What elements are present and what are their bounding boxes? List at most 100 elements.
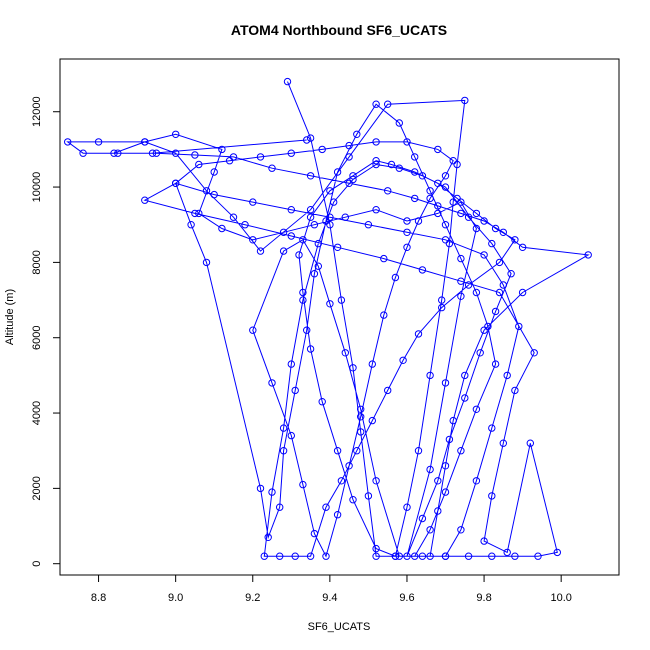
data-point [322, 217, 330, 225]
data-point [279, 228, 288, 237]
data-point [457, 292, 465, 300]
data-point [511, 552, 519, 560]
data-point [511, 236, 519, 244]
data-point [418, 266, 427, 274]
data-point [210, 168, 218, 176]
data-point [357, 413, 365, 421]
y-tick-label: 10000 [31, 172, 43, 203]
data-point [484, 322, 492, 331]
data-point [326, 187, 334, 195]
data-point [464, 552, 473, 560]
data-point [368, 416, 376, 425]
data-point [345, 141, 353, 150]
data-point [256, 247, 265, 255]
data-point [326, 300, 334, 308]
data-point [353, 130, 361, 139]
data-point [218, 145, 226, 154]
x-tick-label: 9.6 [399, 592, 414, 604]
data-point [434, 179, 442, 188]
data-point [299, 236, 307, 244]
data-point [426, 526, 434, 534]
data-point [403, 217, 411, 225]
y-tick-label: 0 [31, 561, 43, 567]
data-point [318, 398, 326, 406]
data-point [249, 198, 257, 206]
data-point [372, 100, 380, 108]
data-point [457, 526, 465, 534]
data-point [445, 239, 454, 248]
data-point [364, 221, 373, 229]
data-point [384, 187, 392, 195]
data-point [141, 138, 149, 146]
data-point [453, 160, 461, 169]
data-point [441, 221, 450, 229]
data-point [357, 428, 365, 436]
data-point [414, 330, 423, 338]
data-point [387, 160, 396, 169]
data-point [306, 172, 315, 180]
data-point [518, 243, 527, 252]
data-point [464, 281, 473, 289]
data-point [372, 544, 380, 553]
data-point [202, 258, 211, 267]
data-point [434, 507, 442, 515]
data-point [441, 379, 450, 387]
data-point [306, 206, 315, 214]
data-point [306, 134, 315, 142]
data-point [507, 270, 515, 278]
y-tick-label: 6000 [31, 325, 43, 349]
data-point [449, 416, 457, 425]
data-point [403, 228, 411, 237]
data-point [268, 488, 276, 496]
data-point [418, 514, 427, 523]
data-point [306, 552, 315, 560]
x-tick-label: 9.8 [476, 592, 491, 604]
data-point [426, 371, 434, 380]
data-point [526, 439, 534, 447]
data-point [395, 119, 403, 127]
data-point [372, 160, 380, 169]
data-point [461, 394, 469, 402]
data-point [411, 153, 419, 161]
data-point [503, 548, 511, 557]
data-point [488, 492, 496, 500]
data-point [488, 424, 496, 432]
data-point [441, 183, 450, 191]
x-tick-label: 10.0 [550, 592, 571, 604]
data-point [403, 552, 411, 560]
data-point [345, 153, 353, 161]
data-point [480, 217, 488, 225]
data-point [114, 149, 122, 157]
data-point [195, 209, 203, 218]
data-point [310, 529, 319, 538]
data-point [337, 477, 346, 485]
data-point [326, 213, 334, 221]
data-point [480, 537, 488, 545]
data-point [449, 157, 457, 165]
data-point [495, 258, 504, 267]
data-point [191, 209, 199, 218]
data-point [472, 224, 481, 233]
data-point [322, 552, 330, 560]
x-axis-label: SF6_UCATS [308, 621, 371, 633]
data-point [353, 447, 361, 455]
data-point [403, 503, 411, 511]
data-point [191, 151, 199, 159]
data-point [256, 153, 265, 161]
data-point [395, 552, 403, 560]
data-point [414, 447, 423, 455]
data-point [264, 533, 272, 541]
data-point [287, 431, 295, 440]
data-point [64, 138, 72, 146]
data-point [434, 145, 442, 154]
data-point [291, 552, 299, 560]
data-point [172, 149, 180, 157]
data-point [287, 206, 295, 214]
data-point [491, 224, 500, 233]
data-point [299, 296, 307, 304]
data-point [418, 552, 427, 560]
data-point [333, 168, 342, 176]
data-point [276, 503, 284, 511]
data-point [499, 228, 507, 237]
data-point [303, 136, 311, 144]
